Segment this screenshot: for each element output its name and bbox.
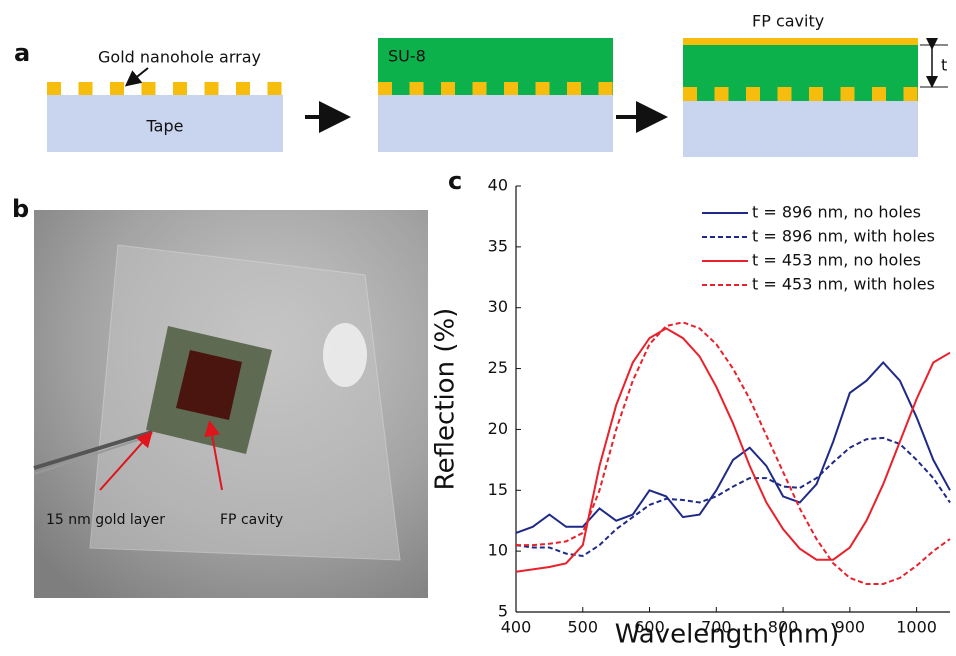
y-axis-title: Reflection (%) — [431, 308, 461, 491]
x-tick-label: 1000 — [896, 618, 937, 637]
su8-label: SU-8 — [388, 47, 426, 66]
gold-pad — [378, 82, 392, 95]
y-tick-label: 25 — [488, 358, 508, 377]
gold-pad — [473, 82, 487, 95]
gold-pad — [268, 82, 282, 95]
gold-pad — [441, 82, 455, 95]
tape-label: Tape — [146, 117, 184, 136]
legend-label: t = 896 nm, no holes — [752, 203, 921, 222]
gold-layer-label: 15 nm gold layer — [46, 512, 165, 528]
diagram-step3 — [683, 38, 948, 157]
pointer — [128, 68, 148, 84]
gold-pad — [872, 87, 886, 101]
gold-pad — [142, 82, 156, 95]
y-tick-label: 30 — [488, 297, 508, 316]
panel-label: a — [14, 39, 30, 67]
gold-pad — [205, 82, 219, 95]
gold-pad — [746, 87, 760, 101]
gold-pad — [236, 82, 250, 95]
y-tick-label: 20 — [488, 419, 508, 438]
gold-pad — [904, 87, 918, 101]
gold-pad — [778, 87, 792, 101]
gold-pad — [715, 87, 729, 101]
y-tick-label: 35 — [488, 236, 508, 255]
gold-pad — [567, 82, 581, 95]
legend-label: t = 453 nm, no holes — [752, 251, 921, 270]
gold-pad — [79, 82, 93, 95]
gold-pad — [504, 82, 518, 95]
legend-label: t = 896 nm, with holes — [752, 227, 935, 246]
thickness-label: t — [941, 56, 947, 75]
photo — [34, 210, 428, 598]
gold-pad — [47, 82, 61, 95]
photo-cavity-label: FP cavity — [220, 512, 283, 528]
gold-pad — [599, 82, 613, 95]
y-tick-label: 15 — [488, 480, 508, 499]
gold-pad — [410, 82, 424, 95]
gold-pad — [173, 82, 187, 95]
gold-pad — [841, 87, 855, 101]
gold-pad — [683, 87, 697, 101]
y-tick-label: 40 — [488, 176, 508, 195]
gold-pad — [809, 87, 823, 101]
series-line — [516, 438, 950, 556]
figure: a Gold nanohole array Tape SU-8 FP cavit… — [0, 0, 956, 656]
panel-label: c — [448, 167, 462, 195]
panel-label: b — [12, 195, 29, 223]
legend-label: t = 453 nm, with holes — [752, 275, 935, 294]
x-tick-label: 500 — [567, 618, 598, 637]
gold-pad — [110, 82, 124, 95]
nanohole-label: Gold nanohole array — [98, 48, 261, 67]
series-line — [516, 322, 950, 584]
x-tick-label: 700 — [701, 618, 732, 637]
x-tick-label: 800 — [768, 618, 799, 637]
x-tick-label: 600 — [634, 618, 665, 637]
y-tick-label: 5 — [498, 602, 508, 621]
cavity-label: FP cavity — [752, 12, 824, 31]
x-tick-label: 900 — [835, 618, 866, 637]
y-tick-label: 10 — [488, 541, 508, 560]
series-line — [516, 363, 950, 533]
gold-pad — [536, 82, 550, 95]
